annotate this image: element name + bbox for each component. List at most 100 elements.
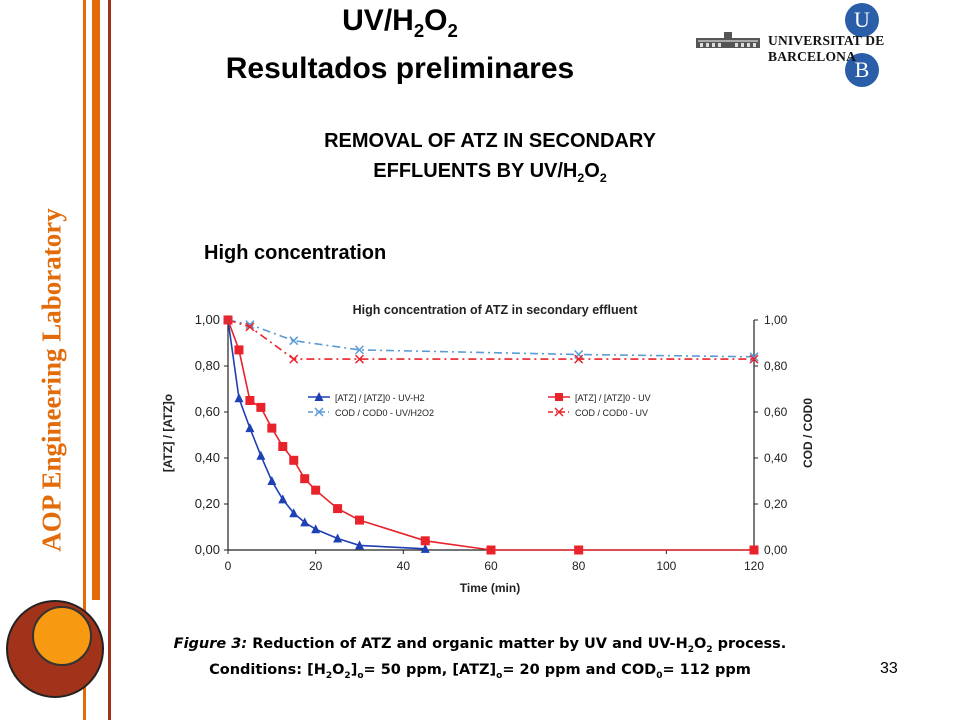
y-right-tick-label: 0,40 — [764, 451, 788, 465]
data-point — [749, 354, 759, 364]
data-point — [311, 524, 321, 534]
x-tick-label: 60 — [484, 559, 498, 573]
page-title-line2: Resultados preliminares — [225, 52, 575, 85]
legend-item: COD / COD0 - UV — [548, 407, 648, 418]
legend-label: [ATZ] / [ATZ]0 - UV-H2 — [335, 393, 425, 403]
figure-label: Figure 3: — [173, 636, 248, 652]
legend-item: [ATZ] / [ATZ]0 - UV — [548, 393, 651, 403]
series-line — [227, 319, 755, 358]
data-point — [420, 536, 430, 546]
series-group — [223, 315, 759, 364]
data-point — [245, 423, 255, 433]
series-group — [223, 315, 759, 362]
y-axis-label: [ATZ] / [ATZ]o — [161, 394, 175, 472]
data-point — [333, 533, 343, 543]
series-line — [227, 319, 754, 551]
data-point — [278, 442, 288, 451]
lab-name-vertical: AOP Engineering Laboratory — [36, 208, 67, 552]
data-point — [256, 450, 266, 460]
series-line — [227, 319, 426, 550]
page-title-line1: UV/H2O2 — [342, 4, 458, 41]
subtitle-line1: REMOVAL OF ATZ IN SECONDARY — [324, 130, 656, 152]
logo-letter-b: B — [855, 57, 870, 82]
x-tick-label: 40 — [397, 559, 411, 573]
chart-legend: [ATZ] / [ATZ]0 - UV-H2 [ATZ] / [ATZ]0 - U… — [308, 392, 651, 418]
logo-circle-b: B — [845, 53, 879, 87]
x-tick-label: 80 — [572, 559, 586, 573]
data-point — [333, 504, 343, 514]
data-point — [354, 345, 365, 355]
data-point — [223, 315, 233, 325]
legend-item: COD / COD0 - UV/H2O2 — [308, 407, 434, 418]
data-point — [256, 402, 266, 412]
data-point — [245, 320, 255, 330]
y-right-tick-label: 0,60 — [764, 405, 788, 419]
data-point — [267, 476, 277, 485]
data-point — [749, 545, 759, 555]
legend-marker — [554, 407, 564, 417]
data-point — [486, 545, 496, 555]
data-point — [234, 345, 244, 355]
data-point — [289, 455, 299, 465]
data-point — [574, 545, 584, 555]
data-point — [267, 423, 277, 433]
x-axis-label: Time (min) — [460, 581, 520, 595]
atz-removal-chart: High concentration of ATZ in secondary e… — [161, 303, 815, 595]
subtitle-line2: EFFLUENTS BY UV/H2O2 — [373, 160, 607, 185]
logo-letter-u: U — [854, 7, 870, 32]
logo-circle-u: U — [845, 3, 879, 37]
y-tick-label: 0,60 — [195, 404, 220, 419]
data-point — [245, 322, 255, 332]
x-tick-label: 100 — [656, 559, 676, 573]
data-point — [355, 540, 364, 550]
y-right-tick-label: 0,80 — [764, 359, 788, 373]
figure-caption-line1: Figure 3: Reduction of ATZ and organic m… — [173, 636, 787, 655]
data-point — [289, 336, 299, 346]
y-tick-label: 0,40 — [195, 450, 220, 465]
x-tick-label: 0 — [225, 559, 232, 573]
data-point — [354, 354, 365, 364]
building-icon — [696, 32, 760, 48]
data-point — [355, 515, 364, 525]
left-dark-line — [108, 0, 111, 720]
data-point — [300, 517, 310, 527]
legend-label: [ATZ] / [ATZ]0 - UV — [575, 393, 651, 403]
y-tick-label: 0,00 — [195, 542, 220, 557]
data-point — [234, 393, 244, 403]
figure-caption-line2: Conditions: [H2O2]o= 50 ppm, [ATZ]o= 20 … — [209, 662, 751, 681]
y-tick-label: 0,20 — [195, 496, 220, 511]
chart-series — [223, 315, 759, 555]
x-tick-label: 120 — [744, 559, 764, 573]
legend-label: COD / COD0 - UV/H2O2 — [335, 408, 434, 418]
data-point — [289, 354, 299, 364]
series-group — [223, 315, 759, 555]
data-point — [574, 354, 584, 364]
legend-marker — [555, 393, 563, 401]
data-point — [420, 543, 430, 553]
chart-ticks: 0 20 40 60 80 100 1200,000,200,400,600,801,000… — [195, 312, 788, 573]
y-axis-right-label: COD / COD0 — [801, 398, 815, 468]
left-thick-bar — [92, 0, 100, 600]
data-point — [289, 508, 299, 518]
y-right-tick-label: 1,00 — [764, 313, 788, 327]
y-tick-label: 0,80 — [195, 358, 220, 373]
series-line — [227, 319, 754, 360]
decor-circle-inner — [32, 606, 92, 666]
data-point — [300, 474, 310, 484]
y-tick-label: 1,00 — [195, 312, 220, 327]
x-tick-label: 20 — [309, 559, 323, 573]
university-name: UNIVERSITAT DE BARCELONA — [768, 33, 885, 64]
y-right-tick-label: 0,00 — [764, 543, 788, 557]
data-point — [278, 494, 288, 504]
legend-marker — [314, 407, 324, 417]
section-label: High concentration — [204, 242, 387, 264]
data-point — [311, 485, 321, 495]
chart-axes — [227, 320, 755, 551]
data-point — [245, 396, 255, 405]
page-number: 33 — [880, 660, 898, 677]
chart-title: High concentration of ATZ in secondary e… — [353, 303, 639, 317]
y-right-tick-label: 0,20 — [764, 497, 788, 511]
legend-item: [ATZ] / [ATZ]0 - UV-H2 — [308, 392, 425, 403]
left-thin-line — [83, 0, 86, 720]
legend-label: COD / COD0 - UV — [575, 408, 648, 418]
